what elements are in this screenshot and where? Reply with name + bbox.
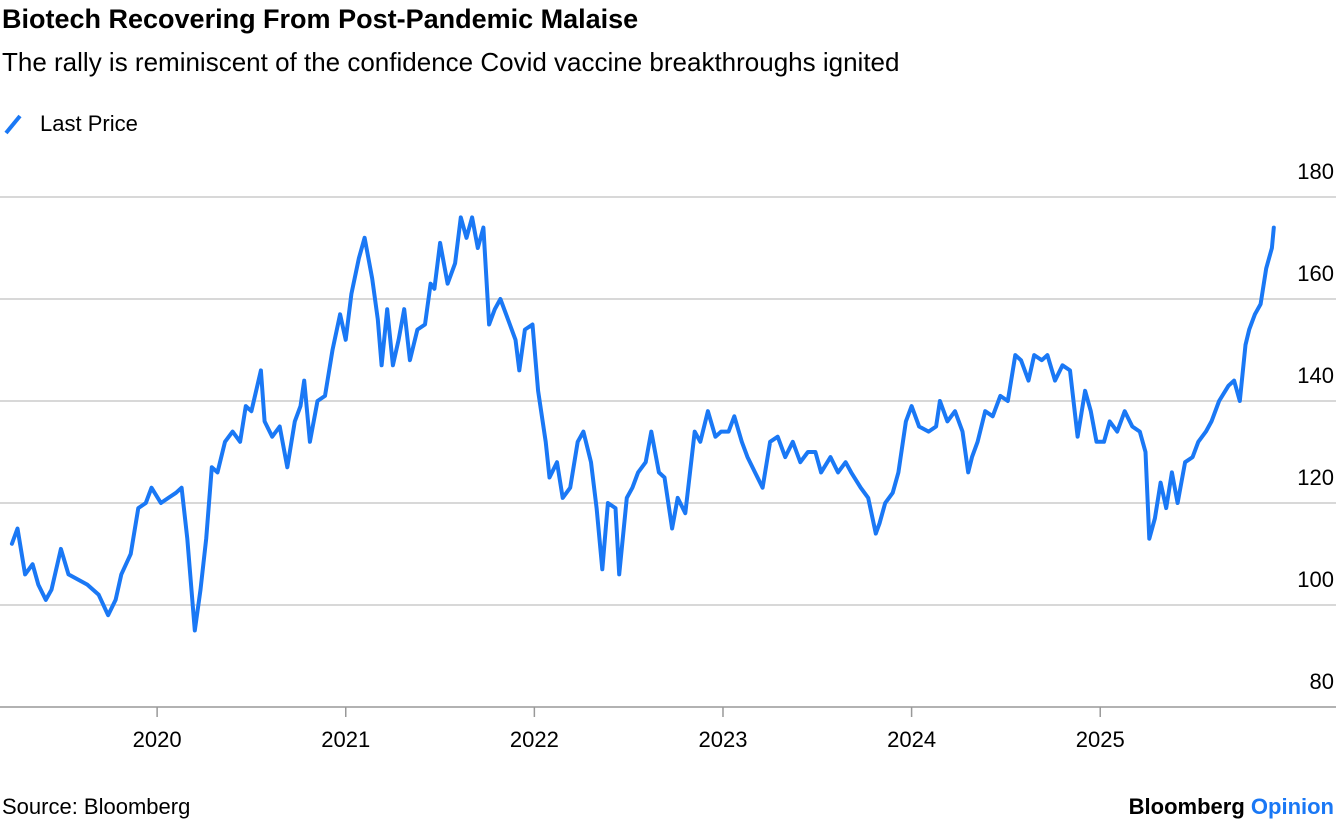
brand: Bloomberg Opinion [1129, 794, 1334, 819]
x-tick-label: 2025 [1076, 727, 1125, 752]
brand-name: Bloomberg [1129, 794, 1245, 819]
chart-title: Biotech Recovering From Post-Pandemic Ma… [2, 4, 638, 34]
x-tick-label: 2023 [699, 727, 748, 752]
x-tick-label: 2022 [510, 727, 559, 752]
y-tick-label: 140 [1297, 363, 1334, 388]
x-tick-label: 2024 [887, 727, 936, 752]
x-tick-label: 2020 [133, 727, 182, 752]
legend-label: Last Price [40, 111, 138, 136]
y-tick-label: 160 [1297, 261, 1334, 286]
y-tick-label: 100 [1297, 567, 1334, 592]
chart-subtitle: The rally is reminiscent of the confiden… [2, 47, 899, 77]
y-tick-label: 80 [1310, 669, 1334, 694]
brand-section: Opinion [1251, 794, 1334, 819]
legend-swatch [4, 114, 22, 135]
x-tick-label: 2021 [321, 727, 370, 752]
y-tick-label: 120 [1297, 465, 1334, 490]
series-line [9, 215, 1276, 633]
source: Source: Bloomberg [2, 794, 190, 819]
y-tick-label: 180 [1297, 159, 1334, 184]
